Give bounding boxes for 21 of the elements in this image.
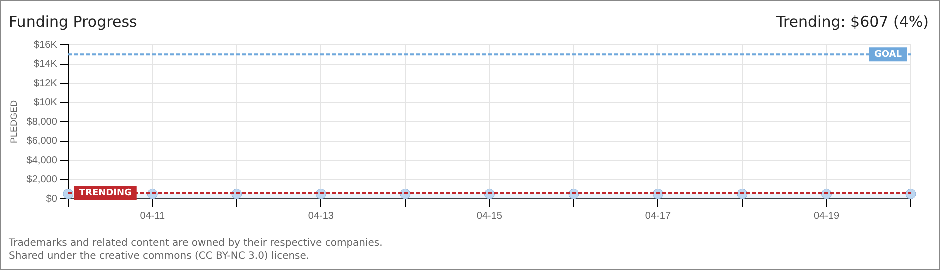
- ref-line-label: GOAL: [874, 50, 902, 60]
- y-tick-label: $14K: [34, 59, 58, 70]
- x-tick-label: 04-19: [814, 210, 840, 222]
- y-tick-label: $8,000: [26, 116, 58, 128]
- text: Shared under the creative commons (CC BY-NC 3.0) license.: [9, 251, 310, 262]
- y-axis-title: PLEDGED: [8, 100, 19, 144]
- chart-title: Funding Progress: [9, 13, 138, 31]
- y-tick-label: $10K: [34, 98, 58, 108]
- y-tick-label: $12K: [34, 78, 58, 90]
- y-tick-label: $6,000: [26, 136, 58, 147]
- x-tick-label: 04-13: [308, 210, 334, 222]
- x-tick-label: 04-15: [476, 210, 503, 222]
- y-tick-label: $4,000: [26, 155, 58, 166]
- y-tick-label: $2,000: [26, 174, 58, 186]
- ref-line-label: TRENDING: [79, 188, 132, 198]
- x-tick-label: 04-11: [140, 210, 166, 222]
- text: Trademarks and related content are owned by their respective companies.: [9, 238, 383, 249]
- chart-subtitle: Trending: $607 (4%): [776, 13, 929, 31]
- y-tick-label: $0: [46, 194, 58, 205]
- x-tick-label: 04-17: [645, 210, 672, 222]
- y-tick-label: $16K: [34, 40, 58, 51]
